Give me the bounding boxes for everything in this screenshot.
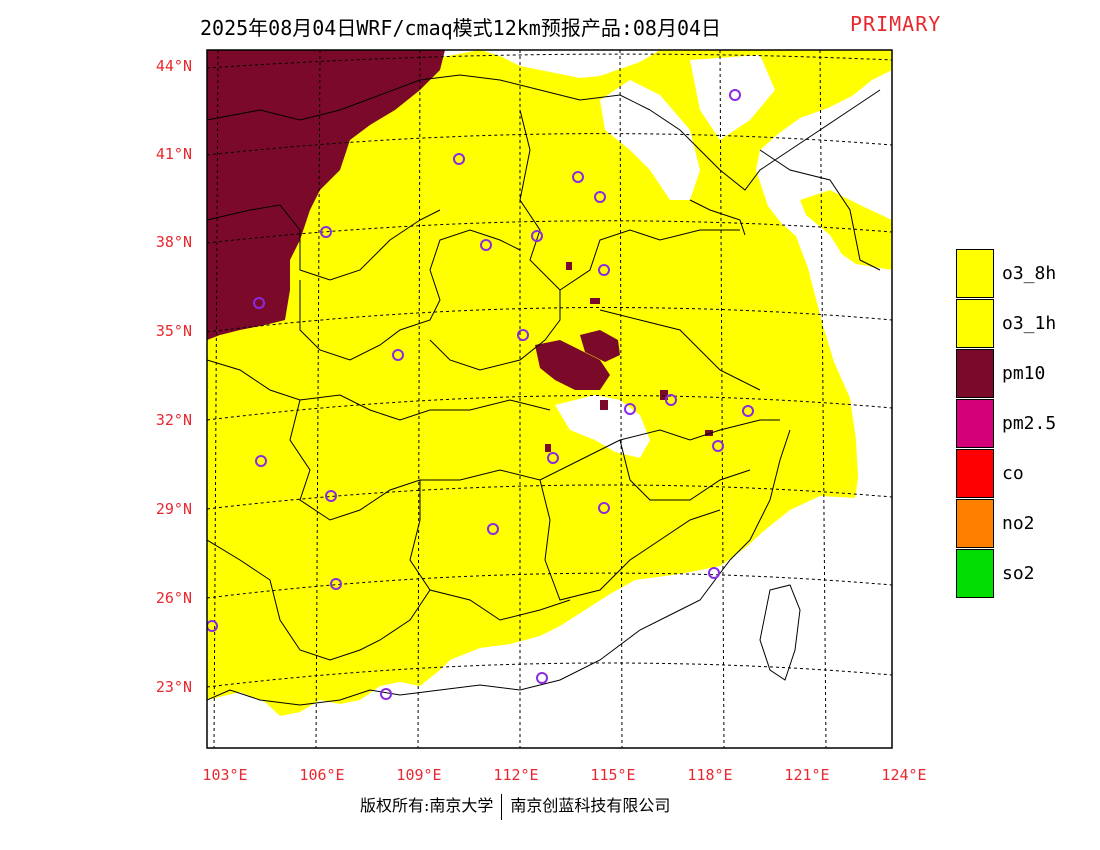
- lat-label-26n: 26°N: [155, 589, 192, 607]
- lon-label-103e: 103°E: [202, 766, 248, 784]
- primary-tag: PRIMARY: [850, 12, 942, 36]
- pm10-central-area: [535, 340, 610, 390]
- lon-label-121e: 121°E: [784, 766, 830, 784]
- lon-label-124e: 124°E: [881, 766, 927, 784]
- pm10-spot: [660, 390, 668, 400]
- lon-label-118e: 118°E: [687, 766, 733, 784]
- map-content: [207, 50, 892, 748]
- map-frame: [206, 49, 893, 749]
- lat-label-23n: 23°N: [155, 678, 192, 696]
- lat-label-32n: 32°N: [155, 411, 192, 429]
- legend-swatch: [956, 249, 994, 298]
- legend-swatch: [956, 349, 994, 398]
- lat-label-29n: 29°N: [155, 500, 192, 518]
- legend-swatch: [956, 449, 994, 498]
- map-title: 2025年08月04日WRF/cmaq模式12km预报产品:08月04日: [200, 16, 722, 40]
- province-boundaries: [207, 74, 881, 706]
- station-markers: [207, 89, 754, 700]
- title-row: 2025年08月04日WRF/cmaq模式12km预报产品:08月04日 PRI…: [0, 12, 1100, 42]
- legend-label: co: [1002, 463, 1024, 484]
- legend-label: pm10: [1002, 363, 1046, 384]
- footer-divider: [501, 793, 503, 820]
- legend-label: o3_1h: [1002, 313, 1057, 334]
- copyright-footer: 版权所有:南京大学 南京创蓝科技有限公司: [360, 792, 670, 820]
- copyright-owner: 版权所有:南京大学: [360, 796, 494, 815]
- pm10-central-area-2: [580, 330, 620, 362]
- legend-label: o3_8h: [1002, 263, 1057, 284]
- lat-label-35n: 35°N: [155, 322, 192, 340]
- lon-label-112e: 112°E: [493, 766, 539, 784]
- o3-northeast-area: [800, 190, 892, 270]
- pm10-spot: [600, 400, 608, 410]
- pm10-spot: [566, 262, 572, 270]
- pm10-spot: [705, 430, 713, 436]
- legend-swatch: [956, 399, 994, 448]
- graticule: [207, 50, 892, 748]
- lon-label-109e: 109°E: [396, 766, 442, 784]
- clean-area-south: [350, 510, 892, 748]
- legend-swatch: [956, 299, 994, 348]
- lat-label-38n: 38°N: [155, 233, 192, 251]
- pm10-northwest-area: [207, 50, 445, 340]
- legend-swatch: [956, 549, 994, 598]
- legend-label: pm2.5: [1002, 413, 1057, 434]
- lon-label-115e: 115°E: [590, 766, 636, 784]
- clean-area-north: [600, 80, 700, 200]
- copyright-company: 南京创蓝科技有限公司: [510, 796, 671, 815]
- lat-label-44n: 44°N: [155, 57, 192, 75]
- legend-label: no2: [1002, 513, 1035, 534]
- legend-swatch: [956, 499, 994, 548]
- clean-area-east: [768, 206, 848, 270]
- lat-label-41n: 41°N: [155, 145, 192, 163]
- pm10-spot: [590, 298, 600, 304]
- o3-coverage-area: [207, 50, 892, 716]
- pm10-spot: [545, 444, 551, 452]
- clean-area-bohai: [690, 55, 775, 140]
- legend-label: so2: [1002, 563, 1035, 584]
- lon-label-106e: 106°E: [299, 766, 345, 784]
